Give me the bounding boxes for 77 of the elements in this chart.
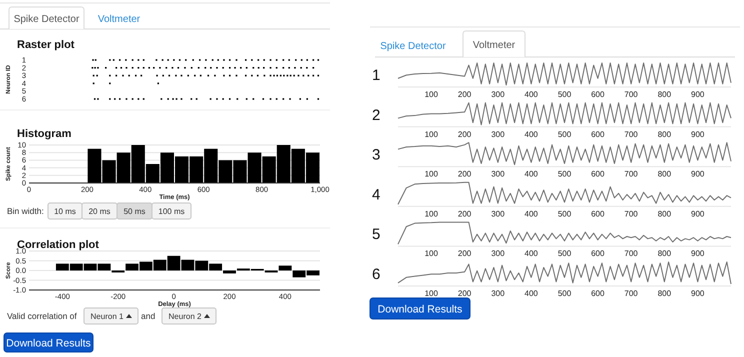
- chart-title: 3: [372, 146, 380, 164]
- button: 100 ms: [152, 202, 192, 220]
- x-tick-label: 500: [558, 209, 572, 218]
- x-tick-label: 900: [691, 209, 705, 218]
- x-tick-label: 300: [491, 209, 506, 218]
- x-tick-label: 100: [424, 249, 439, 258]
- x-tick-label: 100: [424, 130, 439, 139]
- chart-title: 1: [372, 67, 380, 84]
- x-tick-label: 800: [658, 289, 672, 298]
- text: and: [141, 311, 156, 321]
- x-tick-label: 500: [558, 130, 572, 139]
- x-tick-label: 400: [524, 209, 538, 218]
- x-tick-label: 400: [524, 170, 538, 179]
- button: 50 ms: [116, 202, 152, 220]
- x-tick-label: 100: [424, 170, 439, 179]
- x-tick-label: 500: [558, 170, 572, 179]
- x-tick-label: 100: [424, 289, 439, 298]
- x-tick-label: 600: [591, 130, 606, 139]
- x-tick-label: 300: [491, 90, 506, 99]
- x-tick-label: 900: [691, 170, 705, 179]
- x-tick-label: 100: [424, 209, 439, 218]
- tab-bar: Spike Detector Voltmeter: [374, 30, 736, 58]
- x-tick-label: 800: [658, 130, 672, 139]
- tab-bar: Spike Detector Voltmeter: [0, 6, 330, 30]
- x-tick-label: 600: [591, 170, 606, 179]
- x-tick-label: 200: [458, 249, 472, 258]
- x-tick-label: 400: [524, 130, 538, 139]
- x-tick-label: 200: [458, 209, 472, 218]
- x-tick-label: 700: [624, 170, 638, 179]
- x-tick-label: 600: [591, 90, 606, 99]
- dropdown: Neuron 1: [84, 308, 138, 324]
- chart-title: 4: [372, 186, 380, 204]
- x-tick-label: 600: [591, 249, 606, 258]
- x-tick-label: 200: [458, 289, 472, 298]
- x-tick-label: 500: [558, 249, 572, 258]
- bar: [278, 266, 292, 270]
- x-tick-label: 800: [658, 90, 672, 99]
- x-tick-label: 300: [491, 170, 506, 179]
- x-tick-label: 700: [624, 209, 638, 218]
- text: Bin width:: [7, 206, 44, 216]
- x-tick-label: 500: [558, 90, 572, 99]
- x-tick-label: 900: [691, 249, 705, 258]
- x-tick-label: 600: [591, 209, 606, 218]
- button: 10 ms: [48, 202, 82, 220]
- x-tick-label: 800: [658, 249, 672, 258]
- x-tick-label: 300: [491, 249, 506, 258]
- text: Valid correlation of: [7, 311, 78, 321]
- button: Download Results: [4, 332, 94, 352]
- x-tick-label: 700: [624, 130, 638, 139]
- x-tick-label: 400: [524, 90, 538, 99]
- x-tick-label: 100: [424, 90, 439, 99]
- chart-title: 5: [372, 226, 380, 244]
- x-tick-label: 800: [658, 209, 672, 218]
- x-tick-label: 200: [458, 130, 472, 139]
- x-tick-label: 400: [524, 249, 538, 258]
- bar: [223, 270, 236, 274]
- x-tick-label: 900: [691, 90, 705, 99]
- x-tick-label: 600: [591, 289, 606, 298]
- x-tick-label: 300: [491, 130, 506, 139]
- x-tick-label: 700: [624, 289, 638, 298]
- x-tick-label: 800: [658, 170, 672, 179]
- chart-title: 6: [372, 266, 380, 283]
- x-tick-label: 900: [691, 289, 705, 298]
- x-tick-label: 400: [524, 289, 538, 298]
- x-tick-label: 300: [491, 289, 506, 298]
- x-tick-label: 900: [691, 130, 705, 139]
- chart-title: Histogram: [17, 128, 72, 140]
- button: Download Results: [370, 298, 470, 320]
- chart-title: Raster plot: [17, 39, 75, 51]
- chart-title: 2: [372, 106, 380, 124]
- x-tick-label: 700: [624, 90, 638, 99]
- dropdown: Neuron 2: [162, 308, 216, 324]
- button: 20 ms: [82, 202, 118, 220]
- x-tick-label: 500: [558, 289, 572, 298]
- x-tick-label: 700: [624, 249, 638, 258]
- x-tick-label: 200: [458, 90, 472, 99]
- x-tick-label: 200: [458, 170, 472, 179]
